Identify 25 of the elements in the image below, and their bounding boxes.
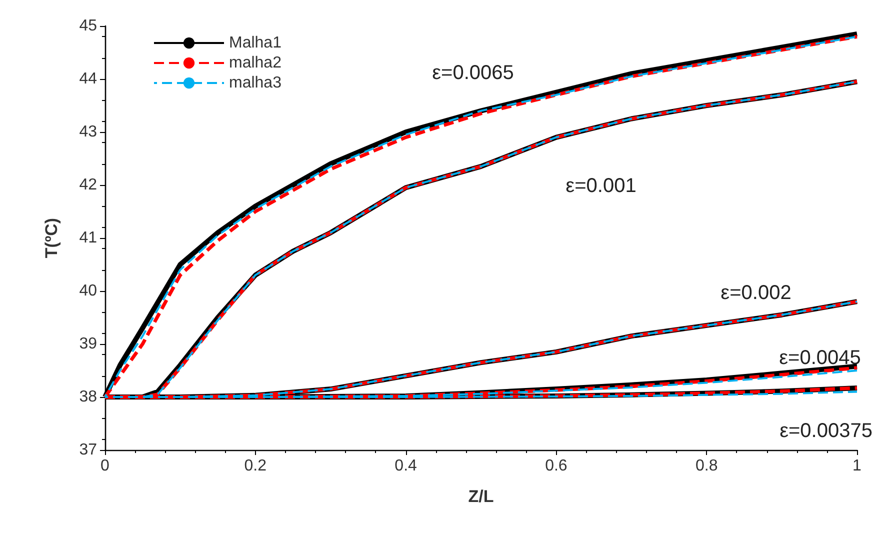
- y-axis-title: T(ºC): [42, 218, 61, 258]
- y-tick-label: 44: [79, 70, 98, 88]
- x-tick-label: 0: [100, 458, 110, 474]
- x-axis-title: Z/L: [468, 487, 494, 506]
- legend-label: malha2: [229, 54, 282, 72]
- legend-label: Malha1: [229, 34, 282, 52]
- annotation: ε=0.001: [566, 175, 636, 197]
- x-tick-label: 1: [852, 458, 862, 474]
- x-tick-label: 0.4: [394, 458, 418, 474]
- y-tick-label: 41: [79, 230, 98, 246]
- y-tick-label: 42: [79, 176, 98, 194]
- legend-label: malha3: [229, 74, 282, 92]
- y-tick-label: 39: [79, 336, 98, 352]
- y-tick-label: 40: [79, 282, 98, 300]
- annotation: ε=0.00375: [780, 420, 872, 442]
- x-tick-label: 0.2: [244, 458, 267, 474]
- y-tick-label: 37: [79, 442, 98, 458]
- annotation: ε=0.002: [720, 282, 792, 304]
- y-tick-label: 45: [79, 18, 98, 34]
- annotation: ε=0.0045: [779, 347, 861, 369]
- x-tick-label: 0.6: [545, 458, 568, 474]
- y-tick-label: 43: [79, 124, 98, 140]
- x-tick-label: 0.8: [695, 458, 718, 474]
- y-tick-label: 38: [79, 388, 98, 406]
- annotation: ε=0.0065: [432, 62, 514, 84]
